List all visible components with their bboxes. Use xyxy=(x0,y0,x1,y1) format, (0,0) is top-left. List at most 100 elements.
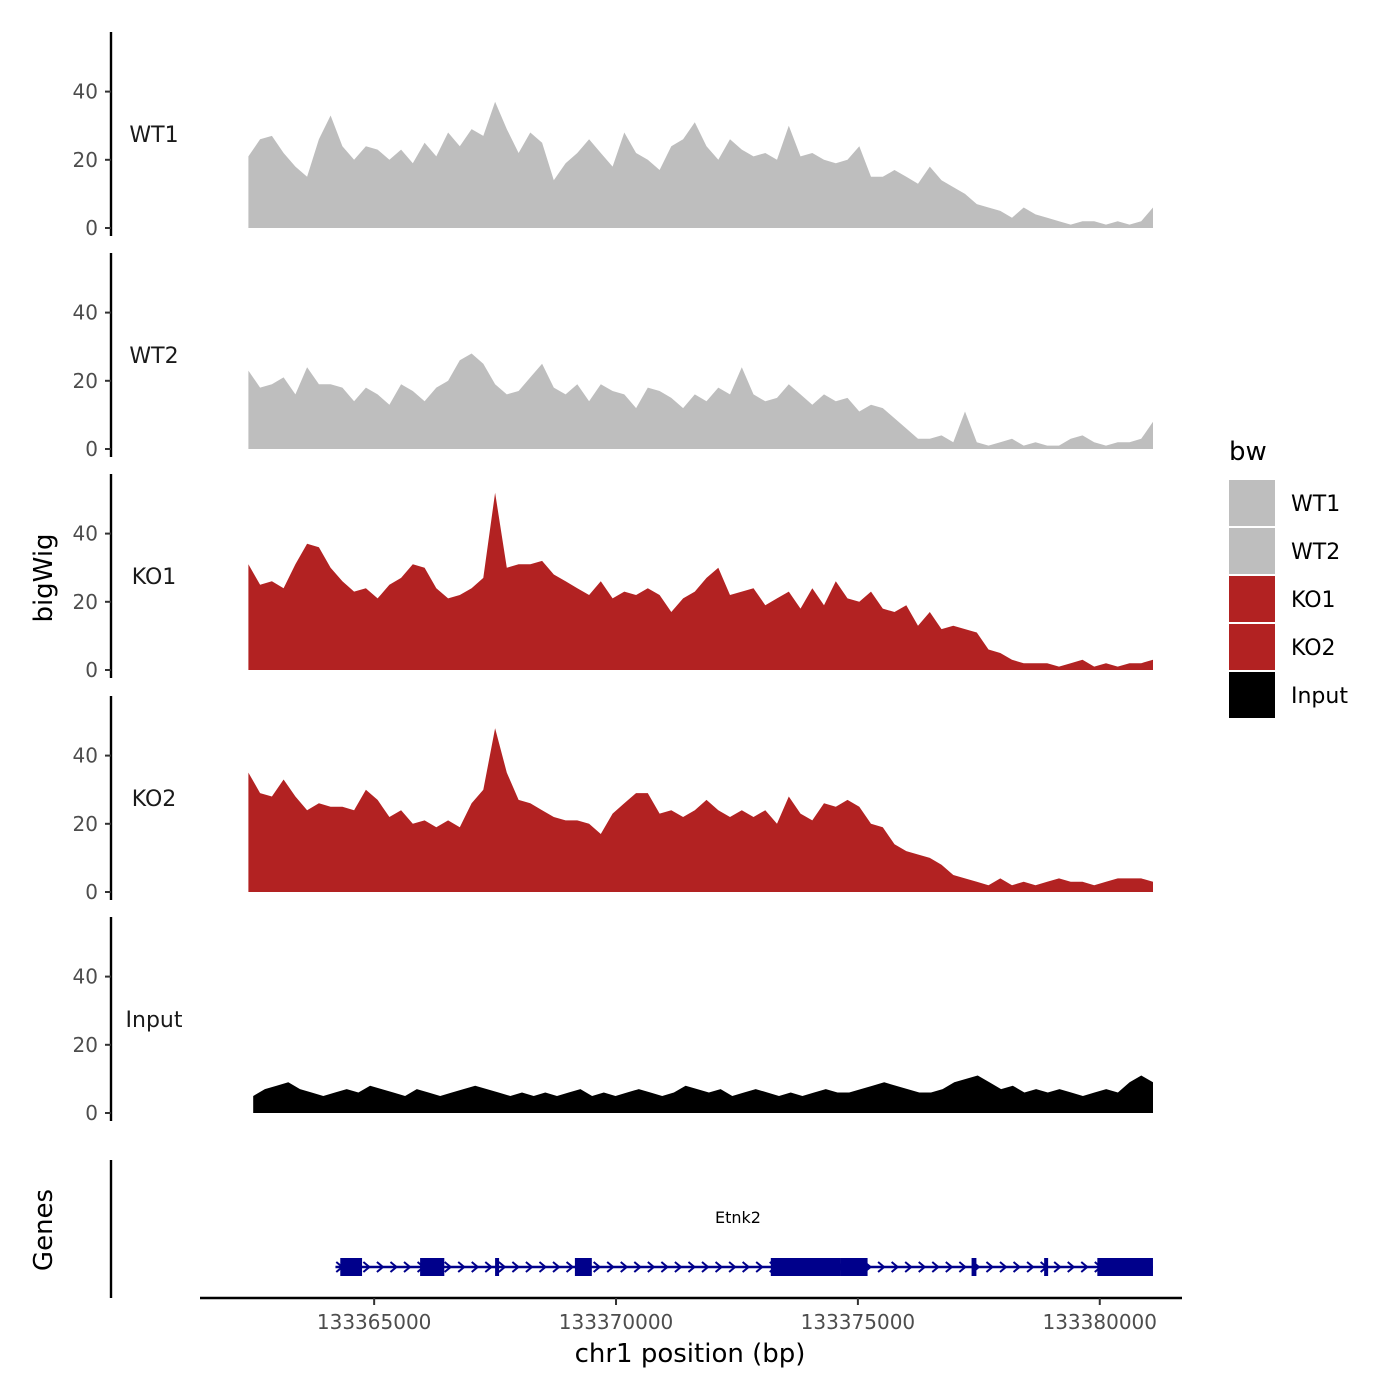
strand-arrow xyxy=(457,1261,466,1273)
x-axis: 133365000 133370000 133375000 133380000 xyxy=(200,1296,1182,1334)
area-ko2 xyxy=(248,728,1153,892)
bigwig-tracks: 0 20 40 WT1 0 20 40 WT2 0 20 40 KO1 0 20 40 KO2 0 20 40 Inp… xyxy=(73,32,1153,1125)
y-tick-label: 0 xyxy=(85,216,98,240)
y-tick-label: 20 xyxy=(73,812,98,836)
legend-label-input: Input xyxy=(1291,684,1348,709)
legend-label-wt2: WT2 xyxy=(1291,540,1340,565)
strand-arrow xyxy=(606,1261,615,1273)
strand-arrow xyxy=(620,1261,629,1273)
track-label-ko1: KO1 xyxy=(132,565,177,590)
track-wt2: 0 20 40 WT2 xyxy=(73,253,1153,461)
legend: bw WT1 WT2 KO1 KO2 Input xyxy=(1229,437,1348,718)
x-tick-label: 133365000 xyxy=(317,1310,432,1334)
legend-label-ko1: KO1 xyxy=(1291,588,1336,613)
x-tick-label: 133370000 xyxy=(559,1310,674,1334)
exon xyxy=(495,1258,500,1276)
strand-arrow xyxy=(633,1261,642,1273)
y-tick-label: 40 xyxy=(73,301,98,325)
y-tick-label: 40 xyxy=(73,522,98,546)
strand-arrow xyxy=(565,1261,575,1273)
legend-key-wt2 xyxy=(1229,528,1275,574)
track-label-ko2: KO2 xyxy=(132,787,177,812)
y-tick-label: 0 xyxy=(85,1101,98,1125)
strand-arrow xyxy=(687,1261,697,1273)
legend-key-ko1 xyxy=(1229,576,1275,622)
strand-arrow xyxy=(714,1261,724,1273)
exon xyxy=(420,1258,445,1276)
y-tick-label: 40 xyxy=(73,744,98,768)
legend-key-wt1 xyxy=(1229,480,1275,526)
strand-arrow xyxy=(444,1261,453,1273)
strand-arrow xyxy=(918,1261,927,1273)
strand-arrow xyxy=(498,1261,507,1273)
genes-track xyxy=(109,1160,1153,1298)
area-wt1 xyxy=(248,101,1153,228)
strand-arrow xyxy=(728,1261,737,1273)
y-tick-label: 0 xyxy=(85,880,98,904)
exon xyxy=(770,1258,841,1276)
exon xyxy=(971,1258,977,1276)
strand-arrow xyxy=(362,1261,371,1273)
track-input: 0 20 40 Input xyxy=(73,917,1153,1125)
strand-arrow xyxy=(904,1261,913,1273)
strand-arrow xyxy=(877,1261,886,1273)
strand-arrow xyxy=(1012,1261,1022,1273)
legend-label-ko2: KO2 xyxy=(1291,636,1336,661)
strand-arrow xyxy=(931,1261,940,1273)
legend-label-wt1: WT1 xyxy=(1291,492,1340,517)
area-ko1 xyxy=(248,492,1153,670)
strand-arrow xyxy=(538,1261,548,1273)
strand-arrow xyxy=(647,1261,656,1273)
y-tick-label: 20 xyxy=(73,590,98,614)
strand-arrow xyxy=(755,1261,764,1273)
strand-arrow xyxy=(1053,1261,1062,1273)
y-axis-title: bigWig xyxy=(29,533,59,622)
exon xyxy=(574,1258,592,1276)
y-tick-label: 20 xyxy=(73,369,98,393)
strand-arrow xyxy=(958,1261,967,1273)
genes-track-label: Genes xyxy=(29,1189,59,1271)
exon xyxy=(1044,1258,1049,1276)
strand-arrow xyxy=(999,1261,1008,1273)
track-ko2: 0 20 40 KO2 xyxy=(73,696,1153,904)
strand-arrow xyxy=(389,1261,399,1273)
strand-arrow xyxy=(1067,1261,1076,1273)
x-axis-title: chr1 position (bp) xyxy=(575,1339,806,1369)
strand-arrow xyxy=(471,1261,480,1273)
area-wt2 xyxy=(248,353,1153,449)
track-label-wt2: WT2 xyxy=(129,344,178,369)
track-ko1: 0 20 40 KO1 xyxy=(73,474,1153,682)
strand-arrow xyxy=(674,1261,683,1273)
exon xyxy=(1097,1258,1153,1276)
strand-arrow xyxy=(945,1261,954,1273)
strand-arrow xyxy=(741,1261,751,1273)
x-tick-label: 133375000 xyxy=(801,1310,916,1334)
x-tick-label: 133380000 xyxy=(1042,1310,1157,1334)
strand-arrow xyxy=(484,1261,493,1273)
strand-arrow xyxy=(376,1261,385,1273)
strand-arrow xyxy=(552,1261,561,1273)
track-wt1: 0 20 40 WT1 xyxy=(73,32,1153,240)
legend-key-input xyxy=(1229,672,1275,718)
gene-name-label: Etnk2 xyxy=(715,1208,761,1227)
exon xyxy=(840,1258,868,1276)
legend-title: bw xyxy=(1229,437,1267,467)
strand-arrow xyxy=(701,1261,710,1273)
y-tick-label: 40 xyxy=(73,80,98,104)
track-label-wt1: WT1 xyxy=(129,123,178,148)
strand-arrow xyxy=(660,1261,669,1273)
legend-key-ko2 xyxy=(1229,624,1275,670)
y-tick-label: 40 xyxy=(73,965,98,989)
strand-arrow xyxy=(1026,1261,1035,1273)
y-tick-label: 0 xyxy=(85,437,98,461)
strand-arrow xyxy=(525,1261,534,1273)
track-label-input: Input xyxy=(126,1008,183,1033)
strand-arrow xyxy=(403,1261,412,1273)
y-tick-label: 20 xyxy=(73,1033,98,1057)
y-tick-label: 20 xyxy=(73,148,98,172)
y-tick-label: 0 xyxy=(85,658,98,682)
strand-arrow xyxy=(985,1261,994,1273)
strand-arrow xyxy=(592,1261,602,1273)
exon xyxy=(340,1258,363,1276)
